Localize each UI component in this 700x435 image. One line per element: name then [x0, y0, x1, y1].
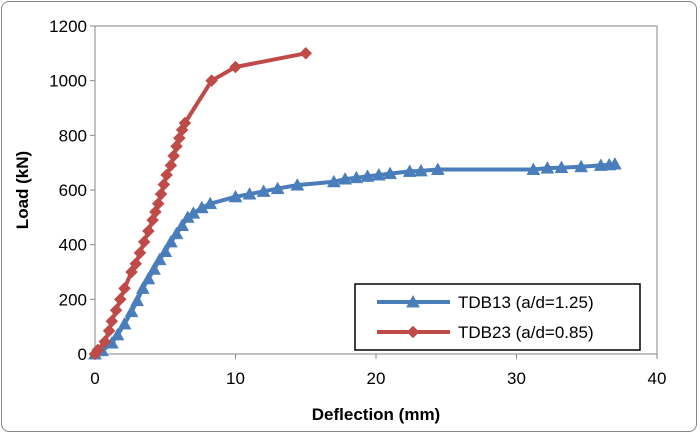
x-axis-title: Deflection (mm) [312, 405, 440, 424]
legend-label: TDB13 (a/d=1.25) [458, 293, 594, 312]
data-point [129, 257, 143, 271]
y-tick-label: 1000 [49, 72, 87, 91]
data-point [124, 304, 139, 318]
data-point [526, 162, 541, 175]
y-tick-label: 200 [59, 290, 87, 309]
x-tick-label: 20 [367, 369, 386, 388]
data-point [125, 265, 138, 279]
legend-swatch-marker [406, 325, 420, 339]
series-line [94, 162, 616, 356]
data-point [360, 169, 375, 182]
data-point [175, 218, 190, 231]
data-point [203, 196, 218, 210]
data-point [154, 187, 168, 201]
data-point [91, 343, 105, 357]
data-point [338, 172, 353, 185]
data-point [135, 281, 150, 294]
data-point [228, 189, 243, 203]
data-point [270, 181, 285, 195]
data-point [152, 252, 167, 266]
data-point [167, 149, 181, 163]
y-tick-label: 0 [78, 345, 87, 364]
data-point [118, 282, 131, 295]
data-point [133, 246, 147, 260]
data-point [105, 314, 119, 328]
data-point [141, 271, 156, 285]
data-point [229, 60, 242, 74]
legend: TDB13 (a/d=1.25) TDB23 (a/d=0.85) [354, 283, 641, 351]
data-point [607, 157, 622, 170]
x-tick-label: 10 [226, 369, 245, 388]
data-point [326, 174, 341, 188]
legend-box [354, 283, 641, 351]
data-point [163, 234, 178, 248]
data-point [205, 74, 218, 88]
x-tick-label: 30 [507, 369, 526, 388]
data-point [383, 166, 397, 180]
data-point [178, 116, 192, 130]
data-point [160, 168, 174, 182]
data-point [109, 303, 123, 317]
data-point [158, 244, 173, 257]
data-point [164, 159, 178, 172]
data-point [402, 164, 417, 177]
data-point [256, 184, 271, 197]
data-point [299, 46, 313, 60]
x-tick-label: 40 [648, 369, 667, 388]
data-point [554, 160, 569, 174]
series-2 [88, 46, 313, 361]
data-point [147, 262, 161, 275]
data-point [137, 235, 151, 249]
data-point [349, 170, 364, 184]
x-tick-label: 0 [90, 369, 99, 388]
data-point [102, 324, 116, 338]
data-point [169, 226, 184, 240]
data-point [142, 224, 155, 238]
data-point [242, 187, 257, 200]
data-point [117, 316, 132, 330]
y-tick-label: 800 [59, 126, 87, 145]
data-point [574, 159, 589, 173]
data-point [540, 161, 555, 174]
y-axis-title: Load (kN) [13, 151, 32, 229]
data-point [113, 292, 127, 306]
data-point [414, 163, 428, 177]
data-point [371, 167, 386, 181]
data-point [98, 335, 112, 349]
legend-label: TDB23 (a/d=0.85) [458, 323, 594, 342]
data-point [157, 178, 171, 191]
y-tick-label: 600 [59, 181, 87, 200]
data-point [290, 178, 305, 191]
legend-swatch-marker [406, 294, 420, 308]
y-tick-label: 400 [59, 236, 87, 255]
series-group [88, 46, 622, 361]
data-point [430, 162, 445, 175]
data-point [130, 293, 145, 307]
y-tick-label: 1200 [49, 17, 87, 36]
tick-labels: 0 200 400 600 800 1000 1200 0 10 20 30 40 [49, 17, 666, 388]
data-point [151, 197, 165, 211]
data-point [110, 327, 125, 341]
